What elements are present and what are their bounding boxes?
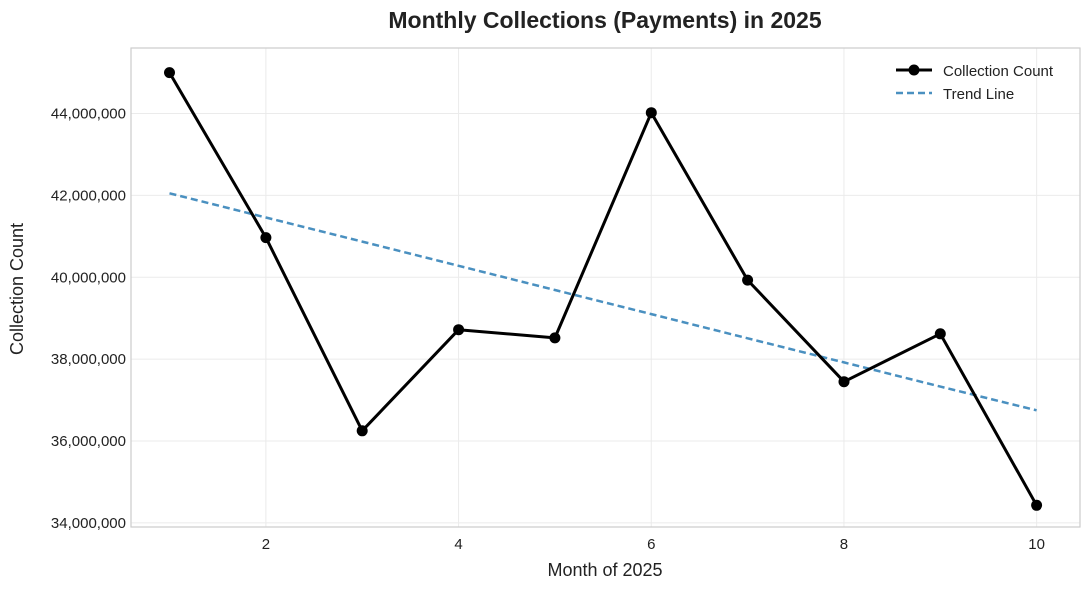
chart-title: Monthly Collections (Payments) in 2025 <box>388 7 821 33</box>
data-point-collection-count <box>838 376 850 388</box>
legend-label-trend-line: Trend Line <box>943 86 1014 103</box>
y-axis: 34,000,000 36,000,000 38,000,000 40,000,000… <box>51 106 126 532</box>
data-point-collection-count <box>934 328 946 340</box>
x-tick-label: 2 <box>262 536 270 553</box>
y-tick-label: 40,000,000 <box>51 269 126 286</box>
series-line-trend-line <box>169 192 1037 412</box>
legend-marker-collection-count <box>908 64 920 76</box>
x-axis: 2 4 6 8 10 <box>262 536 1045 553</box>
legend-label-collection-count: Collection Count <box>943 63 1054 80</box>
data-point-collection-count <box>742 274 754 286</box>
y-tick-label: 44,000,000 <box>51 106 126 123</box>
y-axis-label: Collection Count <box>7 223 27 355</box>
x-tick-label: 4 <box>454 536 462 553</box>
x-tick-label: 8 <box>840 536 848 553</box>
legend: Collection Count Trend Line <box>896 63 1054 103</box>
y-tick-label: 42,000,000 <box>51 187 126 204</box>
x-tick-label: 6 <box>647 536 655 553</box>
data-point-collection-count <box>645 107 657 119</box>
series-line-collection-count <box>168 71 1038 507</box>
data-point-collection-count <box>260 232 272 244</box>
x-tick-label: 10 <box>1028 536 1045 553</box>
y-tick-label: 34,000,000 <box>51 515 126 532</box>
series-layer <box>164 67 1043 511</box>
data-point-collection-count <box>1031 499 1043 511</box>
data-point-collection-count <box>453 324 465 336</box>
plot-frame <box>130 47 1081 528</box>
gridlines <box>131 48 1080 527</box>
data-point-collection-count <box>164 67 175 79</box>
y-tick-label: 38,000,000 <box>51 351 126 368</box>
x-axis-label: Month of 2025 <box>547 560 662 580</box>
data-point-collection-count <box>356 425 368 437</box>
data-point-collection-count <box>549 332 561 344</box>
y-tick-label: 36,000,000 <box>51 433 126 450</box>
